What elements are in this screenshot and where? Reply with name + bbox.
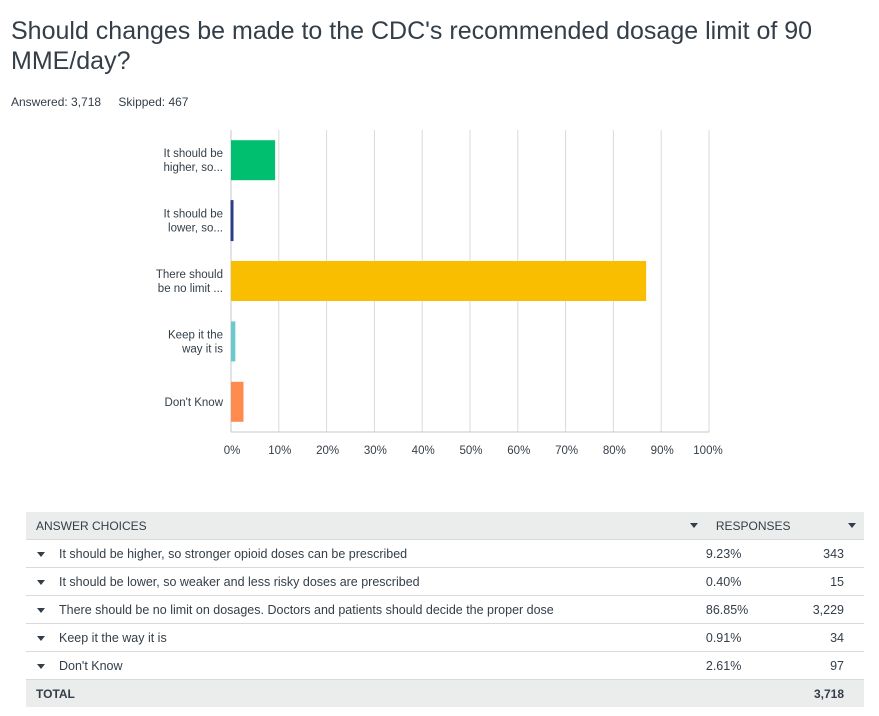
x-tick-label: 40% xyxy=(412,445,435,457)
response-count: 34 xyxy=(784,623,864,652)
choice-label: Don't Know xyxy=(59,658,123,673)
answered-count: Answered: 3,718 xyxy=(11,95,102,109)
response-percent: 0.91% xyxy=(705,623,785,652)
response-percent: 2.61% xyxy=(705,651,785,680)
bar xyxy=(231,381,244,422)
expand-row-icon[interactable] xyxy=(37,663,45,669)
x-tick-label: 60% xyxy=(507,445,530,457)
choice-label: Keep it the way it is xyxy=(59,630,167,645)
answer-table: ANSWER CHOICES RESPONSES It should be hi… xyxy=(26,512,864,707)
category-label: It should be lower, so... xyxy=(164,209,223,235)
category-label: There should be no limit ... xyxy=(156,269,223,295)
total-row: TOTAL 3,718 xyxy=(26,679,864,707)
table-row: Don't Know 2.61% 97 xyxy=(26,651,864,680)
x-tick-label: 0% xyxy=(224,445,241,457)
choice-label: It should be higher, so stronger opioid … xyxy=(59,546,408,561)
table-row: It should be higher, so stronger opioid … xyxy=(26,539,864,568)
x-tick-label: 50% xyxy=(459,445,482,457)
category-label: Don't Know xyxy=(165,397,224,409)
bar xyxy=(231,261,647,301)
x-tick-label: 20% xyxy=(316,445,339,457)
x-tick-label: 30% xyxy=(364,445,387,457)
x-tick-label: 80% xyxy=(603,445,626,457)
skipped-count: Skipped: 467 xyxy=(118,95,189,109)
table-row: It should be lower, so weaker and less r… xyxy=(26,567,864,596)
expand-row-icon[interactable] xyxy=(37,551,45,557)
response-count: 3,229 xyxy=(784,595,864,624)
expand-row-icon[interactable] xyxy=(37,635,45,641)
response-percent: 86.85% xyxy=(705,595,785,624)
x-tick-label: 100% xyxy=(693,445,722,457)
response-percent: 9.23% xyxy=(705,539,785,568)
x-tick-label: 90% xyxy=(651,445,674,457)
table-row: There should be no limit on dosages. Doc… xyxy=(26,595,864,624)
table-row: Keep it the way it is 0.91% 34 xyxy=(26,623,864,652)
response-count: 343 xyxy=(784,539,864,568)
question-title: Should changes be made to the CDC's reco… xyxy=(11,17,813,75)
category-label: Keep it the way it is xyxy=(168,329,223,355)
x-tick-label: 70% xyxy=(555,445,578,457)
total-count: 3,718 xyxy=(784,679,864,707)
responses-header-label: RESPONSES xyxy=(715,518,791,533)
response-count: 15 xyxy=(784,567,864,596)
bar-chart: 0% 10% 20% 30% 40% 50% 60% 70% 80% 90% 100% It shou… xyxy=(156,130,723,457)
choice-label: There should be no limit on dosages. Doc… xyxy=(59,602,554,617)
bar xyxy=(231,140,276,181)
choice-label: It should be lower, so weaker and less r… xyxy=(59,574,420,589)
response-count: 97 xyxy=(784,651,864,680)
bar xyxy=(231,321,236,362)
expand-row-icon[interactable] xyxy=(37,607,45,613)
answer-choices-header[interactable]: ANSWER CHOICES xyxy=(26,512,706,540)
answer-choices-header-label: ANSWER CHOICES xyxy=(36,518,147,533)
expand-row-icon[interactable] xyxy=(37,579,45,585)
table-header-row: ANSWER CHOICES RESPONSES xyxy=(26,512,864,540)
sort-responses-icon[interactable] xyxy=(848,522,856,528)
x-tick-label: 10% xyxy=(268,445,291,457)
response-stats: Answered: 3,718 Skipped: 467 xyxy=(11,95,202,109)
category-label: It should be higher, so... xyxy=(164,148,223,174)
responses-header[interactable]: RESPONSES xyxy=(705,512,864,540)
sort-choices-icon[interactable] xyxy=(689,522,698,528)
bar xyxy=(230,200,234,242)
total-label: TOTAL xyxy=(36,686,75,701)
response-percent: 0.40% xyxy=(705,567,785,596)
